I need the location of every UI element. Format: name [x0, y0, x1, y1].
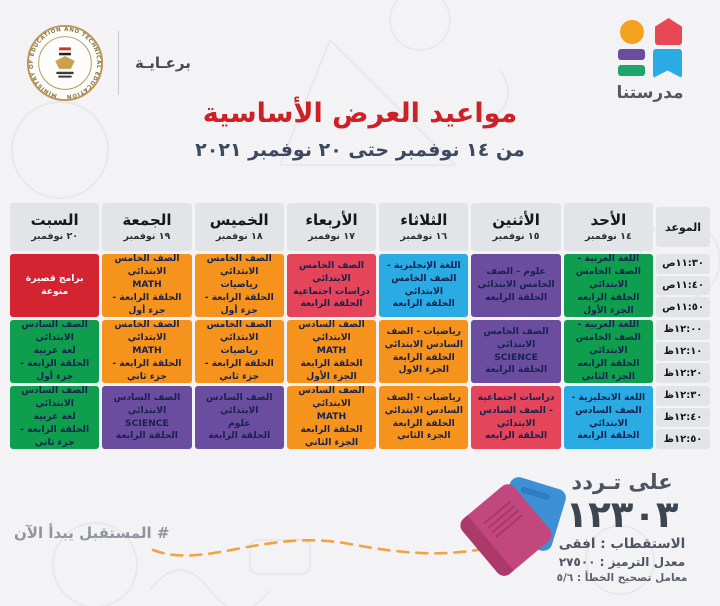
patronage-label: برعـايـة	[135, 54, 191, 72]
schedule-cell: الصف السادس الابتدائي لغة عربية الحلقة ا…	[10, 385, 100, 449]
time-slot-label: ١٢:١٠ظ	[656, 341, 710, 362]
time-slot-group-1: ١٢:٠٠ظ ١٢:١٠ظ ١٢:٢٠ظ	[656, 320, 710, 383]
schedule-cell: الصف الخامس الابتدائي رياضيات الحلقة الر…	[194, 319, 284, 383]
day-name: السبت	[30, 210, 79, 229]
page-title: مواعيد العرض الأساسية	[202, 98, 518, 129]
schedule-cell: اللغة الإنجليزية - الصف الخامس الابتدائي…	[379, 254, 469, 317]
day-date: ١٦ نوفمبر	[400, 231, 448, 243]
logo-book-shape	[653, 49, 682, 78]
schedule-cell: الصف الخامس الابتدائي SCIENCE الحلقة الر…	[471, 320, 561, 383]
logo-purple-bar	[618, 49, 645, 60]
time-slot-group-0: ١١:٣٠ص ١١:٤٠ص ١١:٥٠ص	[656, 254, 710, 317]
symbol-rate-text: معدل الترميز : ٢٧٥٠٠	[558, 555, 686, 570]
day-header-6: السبت ٢٠ نوفمبر	[10, 203, 100, 251]
schedule-cell: علوم - الصف الخامس الابتدائي الحلقة الرا…	[471, 254, 561, 317]
schedule-cell: دراسات اجتماعية - الصف السادس الابتدائي …	[471, 386, 561, 449]
schedule-cell: الصف السادس الابتدائي علوم الحلقة الرابع…	[194, 386, 284, 449]
dashed-path-decoration	[151, 524, 559, 557]
day-date: ١٤ نوفمبر	[584, 231, 632, 243]
frequency-block: على تـردد ١٢٣٠٣ الاستقطاب : افقى معدل ال…	[536, 470, 708, 584]
channel-logo: مدرستنا	[608, 18, 692, 103]
schedule-cell: برامج قصيرة منوعة	[10, 254, 100, 317]
day-header-0: الأحد ١٤ نوفمبر	[563, 203, 653, 251]
day-header-3: الأربعاء ١٧ نوفمبر	[286, 203, 377, 251]
time-column-header: الموعد	[656, 207, 710, 247]
patronage-block: MINISTRY OF EDUCATION AND TECHNICAL EDUC…	[26, 24, 191, 102]
channel-logo-mark	[618, 18, 682, 78]
polarization-text: الاستقطاب : افقى	[558, 536, 686, 553]
day-header-1: الأثنين ١٥ نوفمبر	[471, 203, 561, 251]
schedule-cell: رياضيات - الصف السادس الابتدائي الحلقة ا…	[379, 386, 469, 449]
day-name: الأثنين	[492, 210, 540, 229]
time-slot-label: ١١:٤٠ص	[656, 275, 710, 296]
channel-name: مدرستنا	[616, 83, 684, 103]
schedule-cell: الصف الخامس الابتدائي MATH الحلقة الرابع…	[102, 319, 192, 383]
time-slot-group-2: ١٢:٣٠ظ ١٢:٤٠ظ ١٢:٥٠ظ	[656, 386, 710, 449]
time-slot-label: ١٢:٥٠ظ	[656, 429, 710, 449]
day-header-4: الخميس ١٨ نوفمبر	[194, 203, 284, 251]
time-slot-label: ١٢:٣٠ظ	[656, 386, 710, 406]
frequency-value: ١٢٣٠٣	[565, 493, 679, 536]
schedule-cell: اللغة العربية - الصف الخامس الابتدائي ال…	[563, 253, 653, 317]
page-subtitle: من ١٤ نوفمبر حتى ٢٠ نوفمبر ٢٠٢١	[195, 139, 525, 161]
frequency-label: على تـردد	[571, 470, 673, 494]
patronage-divider	[118, 31, 119, 95]
day-date: ١٥ نوفمبر	[492, 231, 540, 243]
day-name: الخميس	[209, 210, 269, 229]
day-header-2: الثلاثاء ١٦ نوفمبر	[379, 203, 469, 251]
time-slot-label: ١٢:٤٠ظ	[656, 407, 710, 428]
day-name: الأربعاء	[305, 210, 358, 229]
schedule-grid: الموعد الأحد ١٤ نوفمبر الأثنين ١٥ نوفمبر الثل…	[10, 203, 710, 449]
schedule-cell: اللغة الانجليزية - الصف السادس الابتدائي…	[563, 386, 653, 449]
logo-green-bar	[618, 65, 645, 76]
schedule-cell: الصف الخامس الابتدائي MATH الحلقة الرابع…	[102, 253, 192, 317]
day-header-5: الجمعة ١٩ نوفمبر	[102, 203, 192, 251]
day-date: ١٨ نوفمبر	[215, 231, 263, 243]
schedule-cell: الصف السادس الابتدائي لغة عربية الحلقة ا…	[10, 319, 100, 383]
eagle-emblem-icon	[55, 47, 75, 78]
logo-circle-shape	[620, 20, 644, 44]
schedule-cell: رياضيات - الصف السادس الابتدائي الحلقة ا…	[379, 320, 469, 383]
hashtag-slogan: # المستقبل يبدأ الآن	[14, 524, 170, 542]
schedule-cell: الصف الخامس الابتدائي رياضيات الحلقة الر…	[194, 253, 284, 317]
flying-books-illustration	[456, 474, 576, 582]
schedule-cell: اللغة العربية - الصف الخامس الابتدائي ال…	[563, 319, 653, 383]
schedule-cell: الصف السادس الابتدائي MATH الحلقة الرابع…	[286, 319, 377, 383]
day-date: ١٧ نوفمبر	[308, 231, 355, 243]
schedule-cell: الصف السادس الابتدائي MATH الحلقة الرابع…	[286, 385, 377, 449]
day-date: ١٩ نوفمبر	[123, 231, 171, 243]
time-slot-label: ١١:٥٠ص	[656, 297, 710, 317]
day-name: الثلاثاء	[400, 210, 448, 229]
time-slot-label: ١٢:٠٠ظ	[656, 320, 710, 340]
schedule-cell: الصف الخامس الابتدائي دراسات اجتماعية ال…	[286, 254, 377, 317]
time-slot-label: ١١:٣٠ص	[656, 254, 710, 274]
day-name: الجمعة	[122, 210, 172, 229]
logo-house-shape	[655, 18, 682, 45]
ministry-seal: MINISTRY OF EDUCATION AND TECHNICAL EDUC…	[26, 24, 104, 102]
day-date: ٢٠ نوفمبر	[31, 231, 79, 243]
day-name: الأحد	[590, 210, 627, 229]
time-slot-label: ١٢:٢٠ظ	[656, 363, 710, 383]
fec-text: معامل تصحيح الخطأ : ٥/٦	[556, 572, 688, 585]
schedule-cell: الصف السادس الابتدائي SCIENCE الحلقة الر…	[102, 386, 192, 449]
